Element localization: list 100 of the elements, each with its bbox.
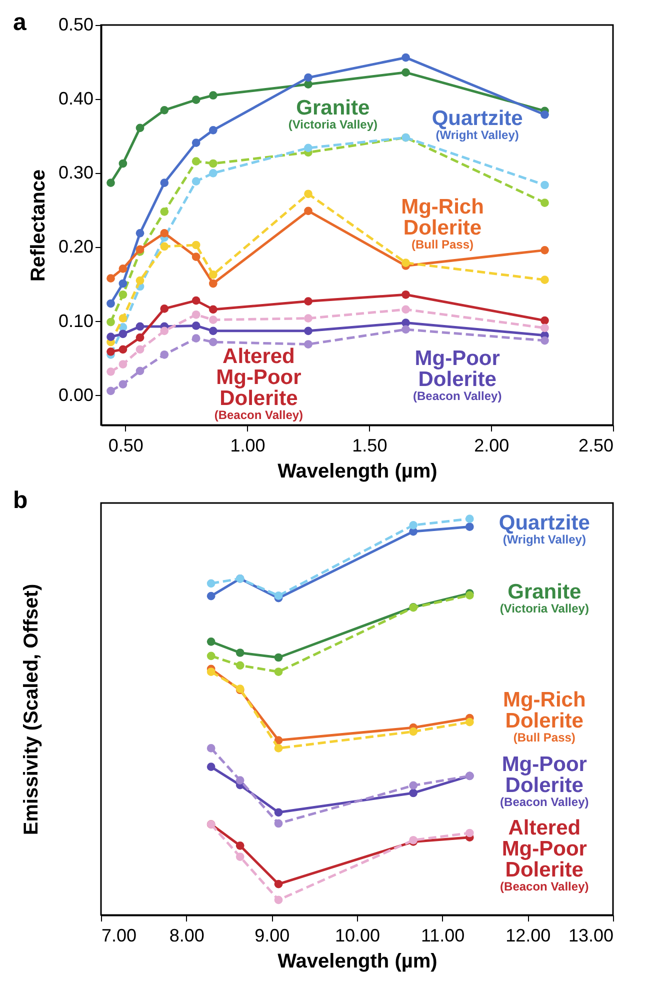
point [304, 73, 312, 82]
point [540, 198, 549, 207]
point [136, 345, 144, 354]
point [136, 124, 144, 132]
annotation: Granite (Victoria Valley) [500, 580, 589, 616]
point [192, 296, 200, 305]
x-axis-title: Wavelength (µm) [278, 950, 438, 972]
point [106, 178, 115, 187]
point [192, 138, 200, 147]
point [118, 264, 128, 273]
chart-title: b [13, 487, 28, 514]
point [118, 279, 128, 288]
point [540, 324, 549, 332]
point [402, 258, 410, 267]
point [106, 367, 115, 376]
x-tick-label: 2.50 [578, 436, 614, 456]
point [136, 333, 144, 342]
point [540, 246, 549, 254]
point [136, 276, 144, 285]
point [160, 304, 169, 313]
point [208, 126, 218, 134]
point [304, 340, 312, 348]
point [540, 180, 549, 190]
point [208, 168, 218, 178]
point [118, 330, 128, 338]
y-tick-label: 0.20 [58, 236, 94, 257]
point [402, 290, 410, 299]
annotation: Mg-Poor Dolerite (Beacon Valley) [412, 346, 502, 403]
point [208, 326, 218, 336]
annotation: Granite (Victoria Valley) [288, 96, 378, 132]
annotation: Mg-Poor Dolerite (Beacon Valley) [500, 752, 589, 809]
annotation: Altered Mg-Poor Dolerite (Beacon Valley) [214, 344, 304, 422]
x-tick-label: 7.00 [102, 926, 137, 946]
point [208, 316, 218, 324]
point [540, 276, 549, 284]
point [192, 96, 200, 104]
point [136, 245, 144, 254]
point [540, 336, 549, 345]
x-tick-label: 12.00 [506, 926, 551, 946]
point [118, 290, 128, 299]
point [192, 157, 200, 166]
point [106, 347, 115, 356]
point [540, 316, 549, 325]
x-tick-label: 8.00 [169, 926, 204, 946]
x-tick-label: 2.00 [474, 436, 510, 456]
x-tick-label: 1.00 [230, 436, 266, 456]
x-tick-label: 1.50 [352, 436, 388, 456]
point [192, 252, 200, 262]
point [118, 360, 128, 368]
point [192, 177, 200, 186]
annotation: Mg-Rich Dolerite (Bull Pass) [401, 196, 484, 252]
point [192, 310, 200, 319]
point [208, 270, 218, 279]
annotation: Mg-Rich Dolerite (Bull Pass) [502, 688, 586, 745]
point [402, 53, 410, 62]
x-tick-label: 9.00 [254, 926, 290, 946]
y-axis-title: Reflectance [27, 169, 50, 282]
point [304, 190, 312, 198]
y-tick-label: 0.00 [58, 384, 94, 405]
point [160, 207, 169, 216]
point [208, 305, 218, 314]
chart-title: a [13, 9, 27, 36]
point [118, 345, 128, 354]
y-tick-label: 0.30 [58, 162, 94, 183]
point [402, 305, 410, 314]
point [160, 242, 169, 251]
y-tick-label: 0.40 [58, 88, 94, 109]
point [160, 326, 169, 336]
point [118, 380, 128, 388]
x-axis-title: Wavelength (µm) [278, 460, 438, 482]
annotation: Altered Mg-Poor Dolerite (Beacon Valley) [500, 816, 589, 894]
point [106, 332, 115, 342]
point [160, 228, 169, 238]
point [160, 350, 169, 359]
y-axis-title: Emissivity (Scaled, Offset) [20, 584, 42, 836]
point [136, 228, 144, 238]
point [106, 299, 115, 308]
x-tick-label: 0.50 [108, 436, 144, 456]
point [136, 322, 144, 331]
point [118, 314, 128, 323]
point [304, 314, 312, 323]
point [106, 274, 115, 283]
x-tick-label: 10.00 [334, 926, 380, 946]
point [192, 240, 200, 250]
point [192, 334, 200, 343]
point [540, 110, 549, 119]
point [192, 322, 200, 330]
y-tick-label: 0.10 [58, 310, 94, 331]
point [208, 91, 218, 100]
point [304, 206, 312, 216]
point [208, 159, 218, 168]
point [304, 326, 312, 336]
point [402, 68, 410, 77]
point [160, 106, 169, 114]
annotation: Quartzite (Wright Valley) [498, 511, 590, 546]
point [106, 318, 115, 326]
point [208, 338, 218, 346]
point [118, 159, 128, 168]
point [136, 366, 144, 376]
x-tick-label: 13.00 [568, 926, 614, 946]
